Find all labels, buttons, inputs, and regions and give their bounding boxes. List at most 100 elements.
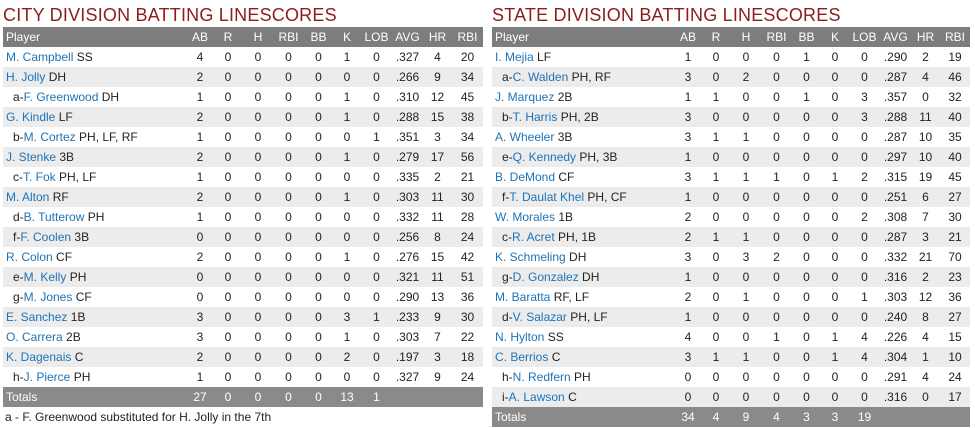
- stat-ab: 0: [684, 370, 692, 384]
- player-name-link[interactable]: M. Cortez: [23, 130, 76, 144]
- stat-avg: .288: [883, 110, 908, 124]
- stat-r: 0: [712, 210, 720, 224]
- substitution-prefix: h-: [13, 370, 24, 384]
- stat-rbi: 24: [460, 370, 475, 384]
- player-name-link[interactable]: H. Jolly: [6, 70, 46, 84]
- stat-lob: 0: [861, 310, 868, 324]
- player-name-link[interactable]: M. Kelly: [23, 270, 67, 284]
- stat-avg: .276: [395, 250, 420, 264]
- player-name-link[interactable]: M. Jones: [23, 290, 73, 304]
- player-row: K. Dagenais C 2 0 0 0 0 2 0 .197 3 18: [3, 347, 483, 367]
- stat-r: 0: [224, 290, 232, 304]
- player-cell: g-D. Gonzalez DH: [492, 267, 675, 287]
- stat-bb: 0: [315, 150, 322, 164]
- stat-lob: 0: [373, 90, 380, 104]
- player-name-link[interactable]: E. Sanchez: [6, 310, 68, 324]
- player-name-link[interactable]: J. Marquez: [495, 90, 555, 104]
- stat-hr: 3: [434, 350, 441, 364]
- player-cell: I. Mejia LF: [492, 47, 675, 67]
- player-name-link[interactable]: W. Morales: [495, 210, 556, 224]
- stat-r: 0: [224, 70, 232, 84]
- stat-ab: 0: [196, 290, 204, 304]
- player-name-link[interactable]: T. Daulat Khel: [509, 190, 585, 204]
- player-position: 3B: [557, 130, 573, 144]
- player-name-link[interactable]: C. Walden: [512, 70, 569, 84]
- stat-rbi: 20: [460, 50, 475, 64]
- total-h: 0: [254, 390, 262, 404]
- stat-h: 0: [254, 110, 262, 124]
- stat-h: 0: [254, 130, 262, 144]
- stat-avg: .332: [395, 210, 420, 224]
- player-name-link[interactable]: M. Campbell: [6, 50, 74, 64]
- player-name-link[interactable]: B. Tutterow: [23, 210, 85, 224]
- player-cell: c-R. Acret PH, 1B: [492, 227, 675, 247]
- stat-avg: .310: [395, 90, 420, 104]
- player-name-link[interactable]: N. Redfern: [512, 370, 571, 384]
- stat-ab: 3: [684, 170, 692, 184]
- totals-label: Totals: [6, 390, 38, 404]
- player-name-link[interactable]: Q. Kennedy: [512, 150, 577, 164]
- stat-k: 1: [831, 170, 839, 184]
- player-cell: i-A. Lawson C: [492, 387, 675, 407]
- stat-hr: 19: [918, 170, 933, 184]
- player-name-link[interactable]: F. Coolen: [20, 230, 72, 244]
- column-header-rbi: RBI: [944, 30, 965, 44]
- player-name-link[interactable]: G. Kindle: [6, 110, 56, 124]
- player-name-link[interactable]: N. Hylton: [495, 330, 545, 344]
- stat-h: 1: [742, 290, 750, 304]
- stat-rbi: 27: [948, 310, 962, 324]
- player-name-link[interactable]: F. Greenwood: [23, 90, 99, 104]
- stat-k: 0: [831, 370, 839, 384]
- player-name-link[interactable]: M. Alton: [6, 190, 50, 204]
- column-header-ab: AB: [679, 30, 696, 44]
- player-name-link[interactable]: J. Stenke: [6, 150, 57, 164]
- player-name-link[interactable]: I. Mejia: [495, 50, 534, 64]
- player-name-link[interactable]: R. Colon: [6, 250, 53, 264]
- stat-avg: .226: [883, 330, 908, 344]
- stat-rbi: 45: [460, 90, 475, 104]
- player-name-link[interactable]: M. Baratta: [495, 290, 551, 304]
- player-name-link[interactable]: B. DeMond: [495, 170, 556, 184]
- player-cell: e-M. Kelly PH: [3, 267, 187, 287]
- player-name-link[interactable]: K. Schmeling: [495, 250, 566, 264]
- player-name-link[interactable]: J. Pierce: [23, 370, 71, 384]
- player-cell: e-Q. Kennedy PH, 3B: [492, 147, 675, 167]
- player-position: 1B: [70, 310, 86, 324]
- stat-h: 0: [254, 330, 262, 344]
- stat-r: 0: [712, 270, 720, 284]
- stat-k: 0: [831, 310, 839, 324]
- substitution-prefix: g-: [502, 270, 513, 284]
- stat-hr: 15: [430, 110, 445, 124]
- player-name-link[interactable]: O. Carrera: [6, 330, 63, 344]
- player-row: K. Schmeling DH 3 0 3 2 0 0 0 .332 21 70: [492, 247, 970, 267]
- player-cell: N. Hylton SS: [492, 327, 675, 347]
- column-header-k: K: [830, 30, 839, 44]
- stat-rbi: 35: [948, 130, 962, 144]
- player-name-link[interactable]: R. Acret: [512, 230, 555, 244]
- player-cell: J. Stenke 3B: [3, 147, 187, 167]
- player-row: W. Morales 1B 2 0 0 0 0 0 2 .308 7 30: [492, 207, 970, 227]
- stat-k: 0: [831, 70, 839, 84]
- stat-h: 0: [742, 390, 750, 404]
- player-name-link[interactable]: D. Gonzalez: [512, 270, 579, 284]
- player-name-link[interactable]: T. Fok: [23, 170, 56, 184]
- player-name-link[interactable]: K. Dagenais: [6, 350, 72, 364]
- stat-rbi: 0: [773, 190, 780, 204]
- player-name-link[interactable]: C. Berrios: [495, 350, 549, 364]
- player-cell: J. Marquez 2B: [492, 87, 675, 107]
- stat-r: 0: [712, 150, 720, 164]
- stat-ab: 2: [684, 290, 692, 304]
- player-row: E. Sanchez 1B 3 0 0 0 0 3 1.233 9 30: [3, 307, 483, 327]
- stat-avg: .316: [883, 390, 908, 404]
- player-name-link[interactable]: V. Salazar: [512, 310, 567, 324]
- stat-avg: .327: [395, 50, 420, 64]
- stat-hr: 0: [922, 390, 929, 404]
- player-position: SS: [547, 330, 564, 344]
- player-name-link[interactable]: T. Harris: [512, 110, 558, 124]
- player-name-link[interactable]: A. Wheeler: [495, 130, 555, 144]
- player-name-link[interactable]: A. Lawson: [508, 390, 565, 404]
- player-row: M. Campbell SS 4 0 0 0 0 1 0 .327 4 20: [3, 47, 483, 67]
- player-row: J. Stenke 3B 2 0 0 0 0 1 0 .279 17 56: [3, 147, 483, 167]
- stat-rbi: 0: [285, 270, 292, 284]
- stat-rbi: 0: [285, 350, 292, 364]
